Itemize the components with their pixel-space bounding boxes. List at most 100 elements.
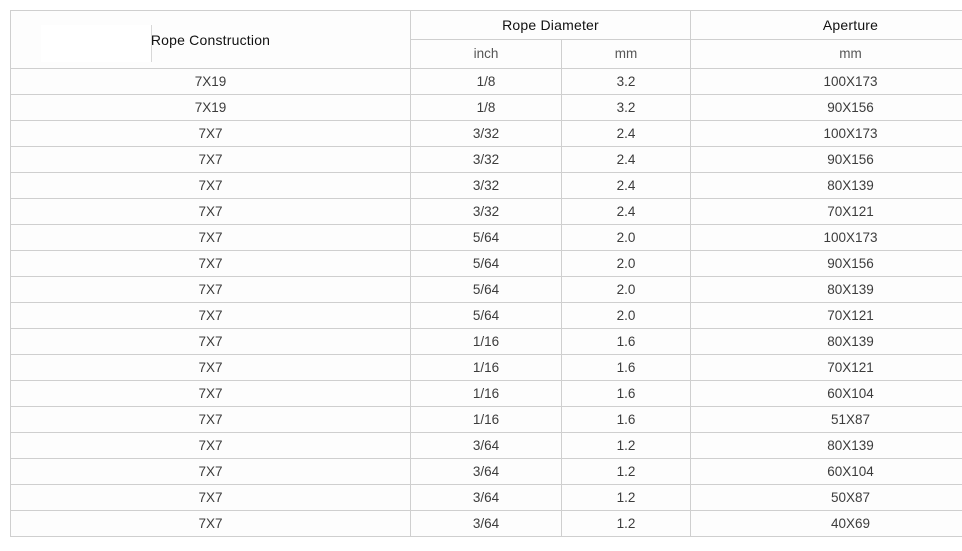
cell-diameter-mm: 2.0 (560, 250, 692, 277)
header-tint-block (41, 25, 151, 62)
table-row: 7X7 3/64 1.2 80X139 (10, 432, 962, 459)
cell-diameter-mm: 2.0 (560, 276, 692, 303)
cell-diameter-mm: 2.4 (560, 146, 692, 173)
cell-aperture-mm: 60X104 (690, 458, 962, 485)
header-inner-divider (151, 25, 152, 62)
table-row: 7X7 5/64 2.0 80X139 (10, 276, 962, 303)
header-aperture: Aperture (690, 10, 962, 40)
cell-aperture-mm: 80X139 (690, 276, 962, 303)
table-row: 7X19 1/8 3.2 100X173 (10, 68, 962, 95)
cell-diameter-mm: 1.6 (560, 406, 692, 433)
cell-rope-construction: 7X7 (10, 276, 411, 303)
cell-rope-construction: 7X19 (10, 94, 411, 121)
cell-diameter-inch: 3/64 (410, 510, 562, 537)
cell-aperture-mm: 100X173 (690, 224, 962, 251)
cell-aperture-mm: 60X104 (690, 380, 962, 407)
cell-rope-construction: 7X7 (10, 432, 411, 459)
table-row: 7X7 5/64 2.0 90X156 (10, 250, 962, 277)
cell-rope-construction: 7X7 (10, 406, 411, 433)
header-unit-inch: inch (410, 39, 562, 69)
cell-aperture-mm: 80X139 (690, 328, 962, 355)
cell-diameter-mm: 2.4 (560, 172, 692, 199)
cell-aperture-mm: 51X87 (690, 406, 962, 433)
cell-diameter-mm: 2.0 (560, 302, 692, 329)
table-row: 7X7 3/32 2.4 90X156 (10, 146, 962, 173)
table-row: 7X7 5/64 2.0 70X121 (10, 302, 962, 329)
cell-rope-construction: 7X7 (10, 302, 411, 329)
cell-diameter-inch: 3/64 (410, 458, 562, 485)
cell-rope-construction: 7X7 (10, 328, 411, 355)
cell-aperture-mm: 80X139 (690, 172, 962, 199)
table-row: 7X7 3/64 1.2 40X69 (10, 510, 962, 537)
table-header: Rope Construction Rope Diameter Aperture… (10, 10, 962, 69)
table-row: 7X7 1/16 1.6 51X87 (10, 406, 962, 433)
cell-diameter-mm: 1.2 (560, 484, 692, 511)
table-row: 7X7 3/32 2.4 80X139 (10, 172, 962, 199)
cell-diameter-mm: 1.6 (560, 380, 692, 407)
cell-diameter-mm: 1.2 (560, 432, 692, 459)
cell-diameter-inch: 1/16 (410, 406, 562, 433)
cell-diameter-inch: 1/8 (410, 68, 562, 95)
cell-diameter-inch: 5/64 (410, 250, 562, 277)
cell-aperture-mm: 70X121 (690, 198, 962, 225)
table-scroll-container[interactable]: Rope Construction Rope Diameter Aperture… (10, 10, 962, 537)
cell-diameter-inch: 5/64 (410, 224, 562, 251)
cell-diameter-mm: 1.2 (560, 510, 692, 537)
cell-aperture-mm: 70X121 (690, 302, 962, 329)
cell-diameter-inch: 1/16 (410, 328, 562, 355)
cell-rope-construction: 7X7 (10, 120, 411, 147)
cell-diameter-inch: 1/16 (410, 380, 562, 407)
cell-aperture-mm: 90X156 (690, 94, 962, 121)
cell-aperture-mm: 40X69 (690, 510, 962, 537)
cell-rope-construction: 7X7 (10, 510, 411, 537)
cell-diameter-inch: 3/64 (410, 484, 562, 511)
cell-diameter-mm: 1.2 (560, 458, 692, 485)
header-unit-mm: mm (560, 39, 692, 69)
cell-diameter-mm: 3.2 (560, 68, 692, 95)
cell-diameter-inch: 3/64 (410, 432, 562, 459)
header-unit-aperture-mm: mm (690, 39, 962, 69)
table-row: 7X7 3/64 1.2 60X104 (10, 458, 962, 485)
cell-aperture-mm: 80X139 (690, 432, 962, 459)
cell-diameter-inch: 5/64 (410, 302, 562, 329)
cell-rope-construction: 7X7 (10, 224, 411, 251)
table-row: 7X7 1/16 1.6 60X104 (10, 380, 962, 407)
cell-rope-construction: 7X7 (10, 484, 411, 511)
cell-aperture-mm: 50X87 (690, 484, 962, 511)
cell-aperture-mm: 100X173 (690, 120, 962, 147)
header-row-units: inch mm mm (11, 39, 962, 69)
table-body: 7X19 1/8 3.2 100X173 7X19 1/8 3.2 90X156 7X7 3/32… (10, 68, 962, 537)
cell-aperture-mm: 70X121 (690, 354, 962, 381)
cell-rope-construction: 7X7 (10, 380, 411, 407)
cell-aperture-mm: 90X156 (690, 146, 962, 173)
cell-rope-construction: 7X7 (10, 146, 411, 173)
cell-diameter-inch: 5/64 (410, 276, 562, 303)
cell-rope-construction: 7X7 (10, 354, 411, 381)
table-row: 7X7 1/16 1.6 80X139 (10, 328, 962, 355)
cell-diameter-mm: 2.4 (560, 120, 692, 147)
cell-diameter-inch: 1/8 (410, 94, 562, 121)
cell-diameter-inch: 3/32 (410, 120, 562, 147)
cell-rope-construction: 7X7 (10, 198, 411, 225)
cell-diameter-mm: 1.6 (560, 354, 692, 381)
table-row: 7X7 3/32 2.4 70X121 (10, 198, 962, 225)
cell-diameter-mm: 3.2 (560, 94, 692, 121)
header-row-groups: Rope Construction Rope Diameter Aperture (10, 10, 962, 69)
cell-rope-construction: 7X19 (10, 68, 411, 95)
header-rope-diameter: Rope Diameter (409, 10, 692, 40)
cell-diameter-mm: 1.6 (560, 328, 692, 355)
header-rope-construction-label: Rope Construction (150, 31, 271, 48)
cell-aperture-mm: 90X156 (690, 250, 962, 277)
cell-diameter-inch: 1/16 (410, 354, 562, 381)
cell-rope-construction: 7X7 (10, 458, 411, 485)
cell-rope-construction: 7X7 (10, 172, 411, 199)
table-row: 7X7 3/32 2.4 100X173 (10, 120, 962, 147)
header-rope-construction: Rope Construction (10, 10, 411, 69)
table-row: 7X7 5/64 2.0 100X173 (10, 224, 962, 251)
cell-aperture-mm: 100X173 (690, 68, 962, 95)
cell-diameter-inch: 3/32 (410, 172, 562, 199)
cell-diameter-mm: 2.0 (560, 224, 692, 251)
cell-diameter-inch: 3/32 (410, 198, 562, 225)
table-row: 7X7 3/64 1.2 50X87 (10, 484, 962, 511)
